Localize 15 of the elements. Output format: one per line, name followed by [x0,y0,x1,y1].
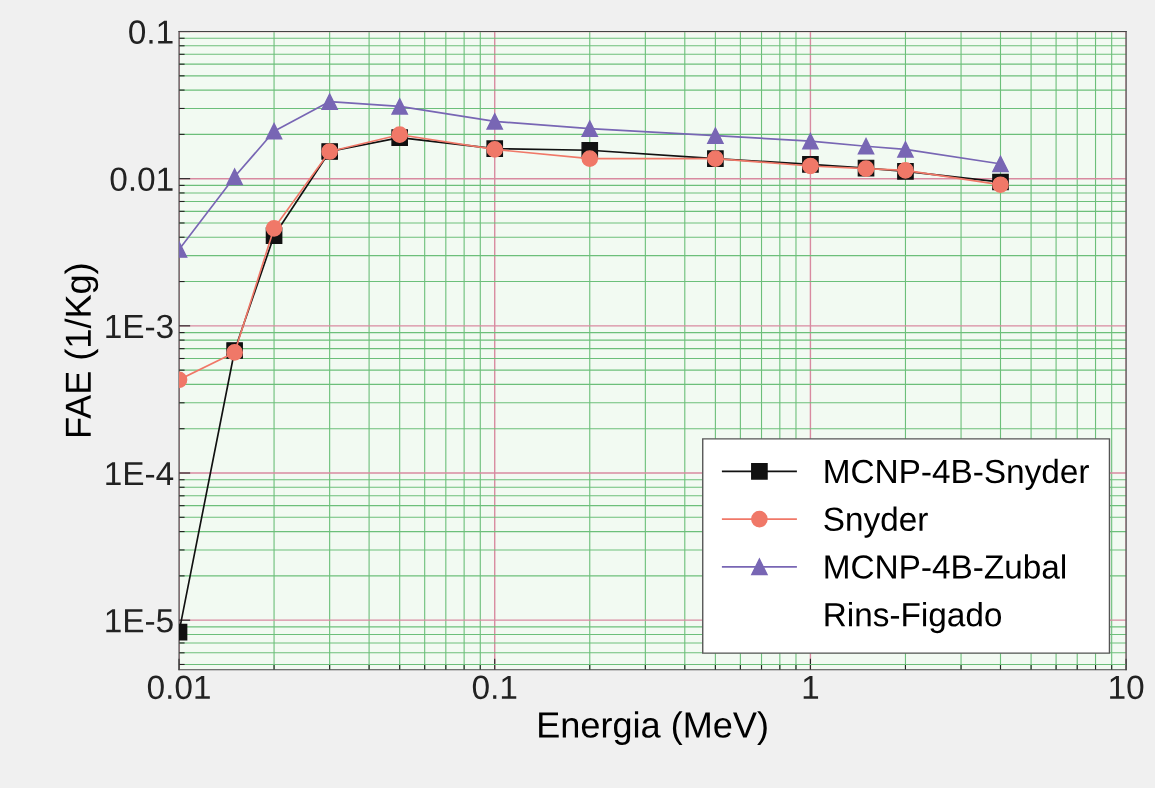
legend-label: MCNP-4B-Zubal [825,554,1065,579]
x-tick-label: 0.1 [472,675,517,700]
x-tick-label: 0.01 [147,675,210,700]
legend-label: MCNP-4B-Snyder [825,458,1089,490]
y-tick-label: 0.01 [110,167,173,192]
x-tick-label: 10 [1110,675,1144,700]
y-tick-label: 0.1 [129,20,173,44]
annotation: Rins-Figado [825,602,1002,634]
y-axis-title: FAE (1/Kg) [64,264,99,436]
y-tick-label: 1E-3 [106,314,173,339]
x-axis-title: Energia (MeV) [539,711,767,745]
y-tick-label: 1E-5 [106,609,173,633]
y-tick-label: 1E-4 [106,462,174,486]
legend-label: Snyder [824,506,928,538]
x-tick-label: 1 [803,675,819,699]
